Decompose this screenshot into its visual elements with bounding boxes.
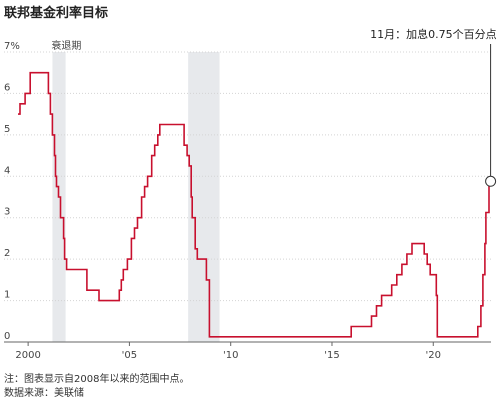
data-source: 数据来源：美联储 [4,388,84,399]
y-tick-label: 3 [4,207,10,218]
recession-label: 衰退期 [51,39,81,52]
x-tick-label: 2000 [15,350,40,361]
y-tick-label: 1 [4,290,10,301]
grid-lines [4,51,491,343]
series-line [18,71,491,338]
series-lines [18,71,491,338]
x-tick-label: '05 [122,350,137,361]
y-tick-label: 0 [4,331,10,342]
footnotes: 注：图表显示自2008年以来的范围中点。 数据来源：美联储 [4,373,189,401]
annotation-marker [485,175,497,187]
annotation-label: 11月：加息0.75个百分点 [370,27,497,41]
x-axis-ticks: 2000 '05 '10 '15 '20 [15,342,441,361]
x-tick-label: '10 [223,350,238,361]
y-tick-label: 2 [4,248,10,259]
recession-band [188,52,220,342]
x-tick-label: '15 [324,350,339,361]
chart-title: 联邦基金利率目标 [4,6,109,21]
x-tick-label: '20 [426,350,441,361]
chart-note: 注：图表显示自2008年以来的范围中点。 [4,374,190,385]
recession-bands: 衰退期 [51,39,220,342]
y-tick-label: 4 [4,165,10,176]
annotation: 11月：加息0.75个百分点 [370,27,497,187]
y-tick-label: 5 [4,124,10,135]
y-tick-label: 7% [4,41,20,52]
y-tick-label: 6 [4,82,10,93]
y-axis-ticks: 0 1 2 3 4 5 6 7% [4,41,20,342]
